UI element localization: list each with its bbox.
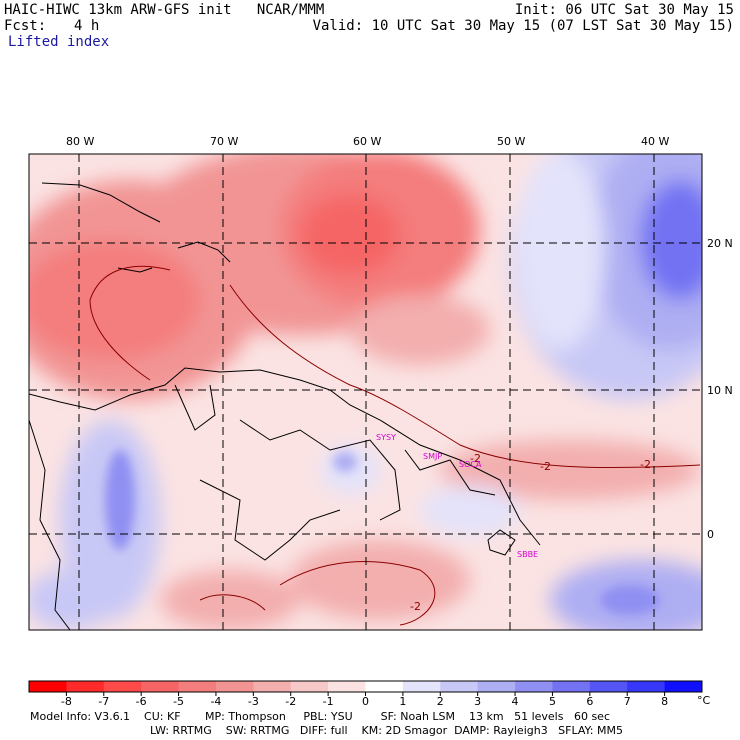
colorbar-swatch	[141, 681, 180, 692]
colorbar-swatch	[66, 681, 105, 692]
colorbar: -8 -7 -6 -5 -4 -3 -2 -1 0 1 2 3 4 5 6 7 8	[28, 680, 703, 708]
forecast-hour: 4 h	[74, 18, 100, 34]
colorbar-swatch	[215, 681, 254, 692]
colorbar-swatch	[515, 681, 553, 692]
colorbar-tick-label: 2	[437, 695, 444, 708]
colorbar-swatch	[328, 681, 366, 692]
colorbar-swatch	[477, 681, 516, 692]
lat-label-10n: 10 N	[707, 384, 733, 397]
lon-label-60w: 60 W	[353, 135, 381, 148]
model-info-line-2: LW: RRTMG SW: RRTMG DIFF: full KM: 2D Sm…	[150, 724, 623, 737]
station-smjp: SMJP	[423, 452, 442, 461]
colorbar-swatch	[664, 681, 703, 692]
map-frame	[28, 153, 703, 631]
contour-label: -2	[540, 460, 551, 473]
lat-label-0: 0	[707, 528, 714, 541]
station-soca: SOCA	[459, 460, 482, 469]
colorbar-unit: °C	[697, 694, 711, 707]
colorbar-swatch	[440, 681, 479, 692]
lon-label-70w: 70 W	[210, 135, 238, 148]
colorbar-tick-label: 0	[362, 695, 369, 708]
lat-label-20n: 20 N	[707, 237, 733, 250]
colorbar-tick-label: -5	[173, 695, 184, 708]
shaded-field: -2 -2 -2 -2 SYSY SMJP SOCA SBBE	[29, 154, 702, 630]
colorbar-swatch	[29, 681, 67, 692]
colorbar-swatch	[589, 681, 628, 692]
contour-labels: -2 -2 -2 -2	[410, 452, 651, 613]
colorbar-tick-label: 5	[549, 695, 556, 708]
station-markers: SYSY SMJP SOCA SBBE	[376, 433, 538, 559]
colorbar-tick-label: -1	[323, 695, 334, 708]
colorbar-tick-label: 4	[512, 695, 519, 708]
contour-label: -2	[640, 458, 651, 471]
colorbar-swatch	[402, 681, 441, 692]
colorbar-swatch	[290, 681, 329, 692]
lon-label-80w: 80 W	[66, 135, 94, 148]
contour-label: -2	[470, 452, 481, 465]
station-sbbe: SBBE	[517, 550, 538, 559]
model-title: HAIC-HIWC 13km ARW-GFS init NCAR/MMM	[4, 2, 325, 18]
valid-time: Valid: 10 UTC Sat 30 May 15 (07 LST Sat …	[312, 18, 734, 34]
lon-label-50w: 50 W	[497, 135, 525, 148]
minus-two-contours	[89, 265, 701, 626]
station-sysy: SYSY	[376, 433, 396, 442]
colorbar-swatch	[365, 681, 404, 692]
colorbar-tick-label: -6	[136, 695, 147, 708]
colorbar-swatch	[178, 681, 217, 692]
colorbar-swatch	[253, 681, 292, 692]
coastlines	[29, 182, 541, 630]
field-name: Lifted index	[8, 34, 110, 50]
colorbar-tick-label: 8	[661, 695, 668, 708]
colorbar-tick-label: 1	[399, 695, 406, 708]
colorbar-tick-label: 3	[474, 695, 481, 708]
colorbar-swatch	[627, 681, 666, 692]
colorbar-tick-label: -3	[248, 695, 259, 708]
colorbar-tick-label: -2	[285, 695, 296, 708]
colorbar-tick-label: -8	[61, 695, 72, 708]
colorbar-swatch	[103, 681, 142, 692]
forecast-label: Fcst:	[4, 18, 47, 34]
colorbar-tick-label: -4	[210, 695, 221, 708]
colorbar-tick-label: 6	[586, 695, 593, 708]
colorbar-tick-label: 7	[624, 695, 631, 708]
lon-label-40w: 40 W	[641, 135, 669, 148]
latlon-grid	[29, 154, 702, 630]
model-info-line-1: Model Info: V3.6.1 CU: KF MP: Thompson P…	[30, 710, 610, 723]
contour-label: -2	[410, 600, 421, 613]
colorbar-tick-label: -7	[98, 695, 109, 708]
colorbar-swatch	[552, 681, 591, 692]
init-time: Init: 06 UTC Sat 30 May 15	[514, 2, 734, 18]
